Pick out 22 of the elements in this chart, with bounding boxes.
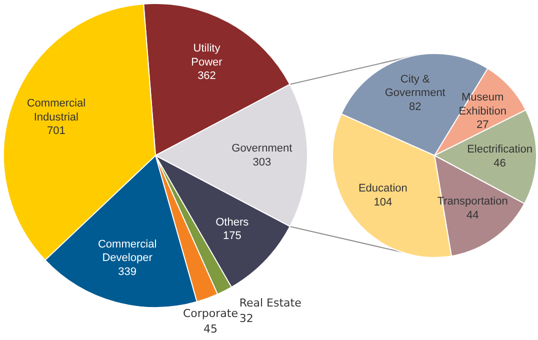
slice-label: Corporate: [182, 306, 238, 320]
data-label: 175: [222, 230, 242, 242]
data-label: 46: [494, 157, 506, 170]
slice-label: Others: [216, 216, 250, 228]
slice-label: Commercial Industrial: [26, 98, 86, 124]
data-label: 32: [239, 312, 254, 325]
slice-label: Electrification: [467, 144, 532, 156]
data-label: 44: [466, 209, 479, 222]
slice-label: Education: [358, 182, 408, 195]
data-label: 303: [252, 156, 272, 168]
data-label: 82: [408, 100, 422, 113]
data-label: 27: [476, 119, 489, 132]
slice-label: Commercial Developer: [98, 238, 157, 264]
slice-label: Utility Power: [191, 42, 223, 68]
data-label: 339: [118, 266, 136, 278]
data-label: 362: [198, 70, 216, 82]
data-label: 45: [203, 322, 218, 336]
slice-label: Government: [232, 142, 292, 155]
data-label: 701: [47, 125, 66, 138]
slice-label: Real Estate: [239, 296, 302, 310]
data-label: 104: [374, 196, 392, 208]
slice-label: City & Government: [384, 73, 446, 100]
